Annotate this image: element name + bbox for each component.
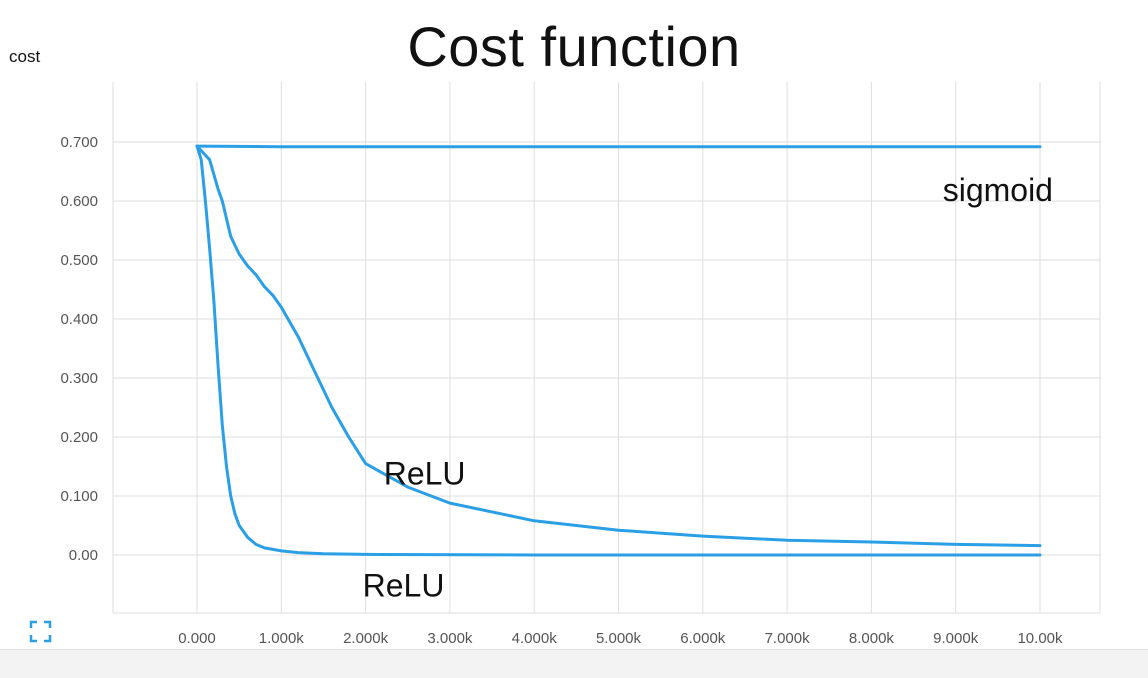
series-line-2 <box>195 144 1042 548</box>
series-line-3 <box>195 144 1042 557</box>
x-tick-label: 7.000k <box>765 630 811 647</box>
chart-grid <box>112 82 1101 614</box>
y-tick-label: 0.700 <box>60 134 98 151</box>
y-tick-label: 0.600 <box>60 193 98 210</box>
y-tick-label: 0.00 <box>69 547 98 564</box>
series-annotation: sigmoid <box>943 172 1053 208</box>
x-tick-label: 5.000k <box>596 630 642 647</box>
chart-series <box>195 144 1042 557</box>
y-tick-label: 0.500 <box>60 252 98 269</box>
x-tick-label: 1.000k <box>259 630 305 647</box>
x-tick-label: 6.000k <box>680 630 726 647</box>
x-tick-label: 9.000k <box>933 630 979 647</box>
series-line-1 <box>195 144 1042 149</box>
bottom-bar <box>0 649 1148 678</box>
x-tick-label: 10.00k <box>1017 630 1063 647</box>
expand-corners-icon[interactable] <box>29 620 52 643</box>
y-tick-label: 0.400 <box>60 311 98 328</box>
y-axis-label: cost <box>9 47 40 66</box>
series-annotation: ReLU <box>363 568 445 604</box>
y-tick-label: 0.300 <box>60 370 98 387</box>
x-tick-label: 3.000k <box>427 630 473 647</box>
y-tick-label: 0.100 <box>60 488 98 505</box>
page-title: Cost function <box>407 15 741 78</box>
x-tick-label: 2.000k <box>343 630 389 647</box>
axis-tick-labels: 0.000 1.000k 2.000k 3.000k 4.000k 5.000k 6.000… <box>60 134 1063 647</box>
x-tick-label: 8.000k <box>849 630 895 647</box>
series-annotation: ReLU <box>384 455 466 491</box>
x-tick-label: 4.000k <box>512 630 558 647</box>
y-tick-label: 0.200 <box>60 429 98 446</box>
x-tick-label: 0.000 <box>178 630 216 647</box>
chart-annotations: sigmoid ReLU ReLU <box>363 172 1053 603</box>
